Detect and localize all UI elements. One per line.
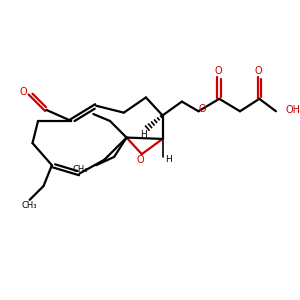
Text: O: O	[19, 87, 27, 97]
Text: H: H	[165, 155, 172, 164]
Text: O: O	[215, 66, 223, 76]
Text: O: O	[199, 103, 206, 113]
Text: O: O	[255, 66, 262, 76]
Text: CH₃: CH₃	[72, 165, 88, 174]
Text: OH: OH	[286, 105, 300, 115]
Text: H: H	[140, 130, 146, 139]
Text: O: O	[136, 155, 144, 165]
Text: CH₃: CH₃	[22, 201, 38, 210]
